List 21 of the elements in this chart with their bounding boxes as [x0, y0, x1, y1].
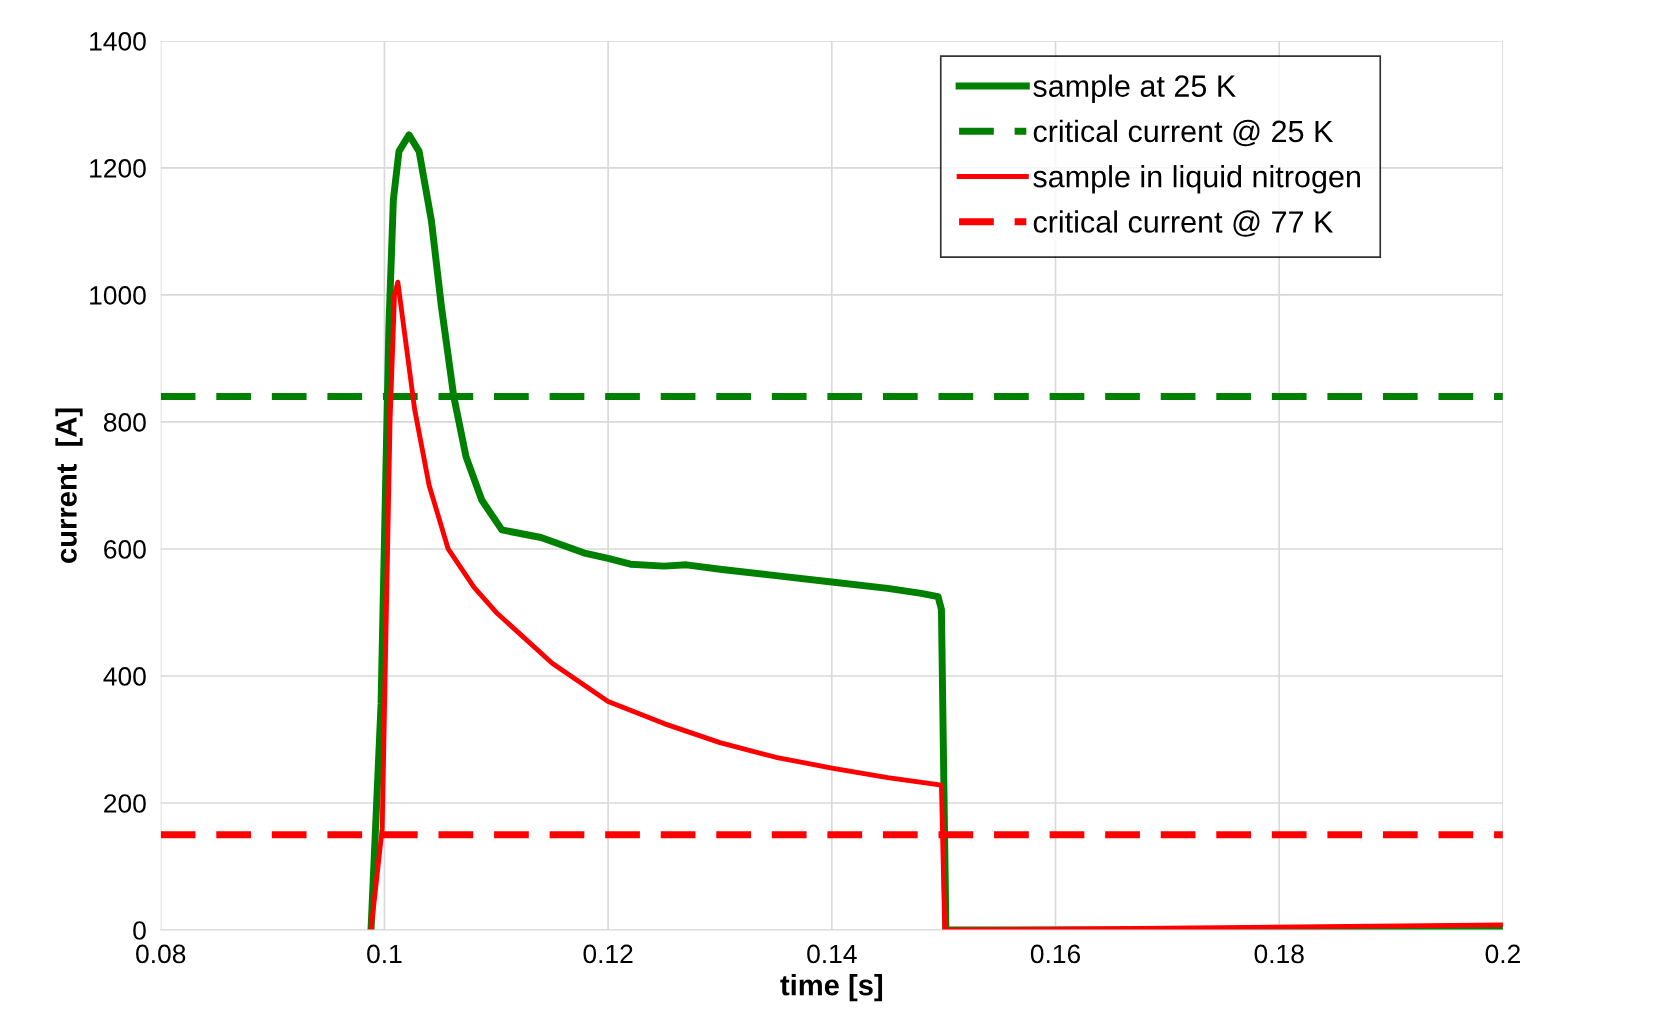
x-tick-label: 0.14 [807, 944, 857, 964]
x-axis-title: time [s] [780, 974, 883, 1002]
y-axis-title: current [A] [55, 408, 83, 563]
x-tick-label: 0.16 [1030, 944, 1081, 964]
x-tick-label: 0.2 [1485, 944, 1520, 964]
y-tick-label: 600 [104, 540, 146, 559]
y-tick-label: 400 [103, 667, 146, 686]
y-tick-label: 800 [103, 413, 146, 432]
x-tick-label: 0.1 [367, 944, 402, 964]
x-tick-label: 0.08 [136, 944, 186, 964]
y-tick-label: 200 [104, 794, 146, 813]
x-tick-label: 0.18 [1254, 944, 1304, 964]
y-tick-label: 0 [133, 921, 146, 940]
legend-label: sample at 25 K [1033, 74, 1236, 103]
legend-label: sample in liquid nitrogen [1033, 165, 1360, 194]
y-tick-label: 1200 [90, 159, 146, 178]
y-tick-label: 1000 [90, 286, 146, 305]
legend-label: critical current @ 25 K [1033, 119, 1334, 147]
legend-label: critical current @ 77 K [1033, 210, 1334, 237]
y-tick-label: 1400 [90, 32, 146, 51]
x-tick-label: 0.12 [583, 944, 633, 964]
